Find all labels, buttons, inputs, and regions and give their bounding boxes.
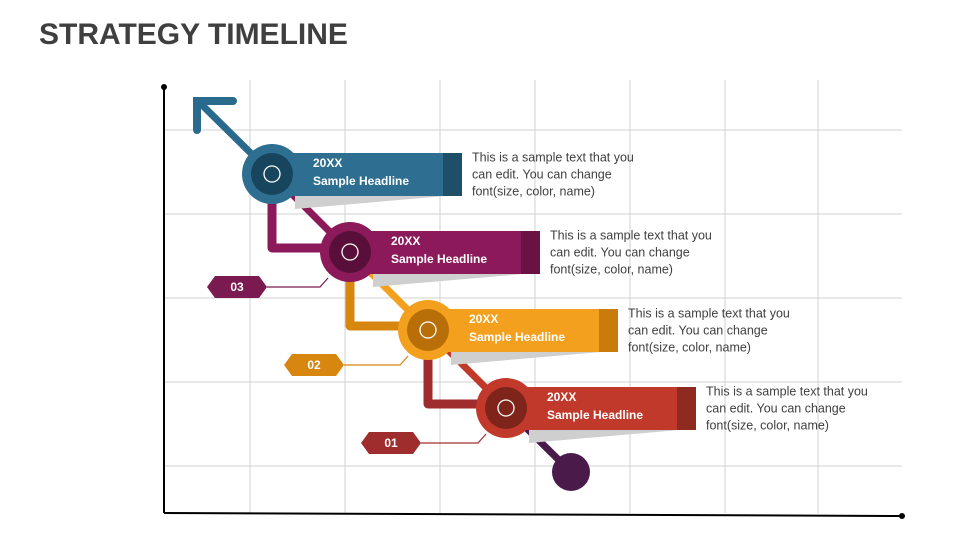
description: can edit. You can change	[706, 401, 846, 415]
step: 20XX Sample Headline This is a sample text…	[398, 300, 790, 365]
description: can edit. You can change	[472, 167, 612, 181]
badge-hex	[207, 276, 267, 298]
year: 20XX	[391, 234, 420, 248]
headline: Sample Headline	[313, 174, 409, 188]
headline: Sample Headline	[391, 252, 487, 266]
banner-shadow	[451, 352, 601, 365]
description: can edit. You can change	[628, 323, 768, 337]
banner	[285, 153, 462, 196]
step: 20XX Sample Headline This is a sample text…	[476, 378, 868, 443]
description: This is a sample text that you	[472, 150, 634, 164]
badge-label: 03	[230, 280, 244, 294]
node-icon	[497, 399, 515, 417]
node-inner	[251, 153, 293, 195]
year: 20XX	[469, 312, 498, 326]
badge-leader	[267, 277, 329, 288]
badge-hex	[361, 432, 421, 454]
node-icon	[263, 165, 281, 183]
banner-tail	[521, 231, 540, 274]
elbows	[267, 200, 481, 409]
year: 20XX	[547, 390, 576, 404]
badge-label: 02	[307, 358, 321, 372]
description: can edit. You can change	[550, 245, 690, 259]
banner-shadow	[295, 196, 445, 209]
title: STRATEGY TIMELINE	[39, 18, 348, 51]
badge: 01	[361, 432, 487, 454]
description: This is a sample text that you	[706, 384, 868, 398]
node-icon	[341, 243, 359, 261]
banner	[441, 309, 618, 352]
headline: Sample Headline	[547, 408, 643, 422]
axes	[161, 84, 905, 519]
badge-label: 01	[384, 436, 398, 450]
description: This is a sample text that you	[628, 306, 790, 320]
description: This is a sample text that you	[550, 228, 712, 242]
description: font(size, color, name)	[550, 262, 673, 276]
step: 20XX Sample Headline This is a sample text…	[242, 144, 634, 209]
badge-leader	[344, 355, 409, 366]
year: 20XX	[313, 156, 342, 170]
description: font(size, color, name)	[706, 418, 829, 432]
badge: 03	[207, 276, 329, 298]
badge-hex	[284, 354, 344, 376]
node-inner	[329, 231, 371, 273]
node-inner	[407, 309, 449, 351]
banner-tail	[599, 309, 618, 352]
node-inner	[485, 387, 527, 429]
banner-tail	[443, 153, 462, 196]
banner-shadow	[529, 430, 679, 443]
banner-tail	[677, 387, 696, 430]
badge: 02	[284, 354, 409, 376]
node-icon	[419, 321, 437, 339]
banner-shadow	[373, 274, 523, 287]
step: 20XX Sample Headline This is a sample text…	[320, 222, 712, 287]
grid	[164, 80, 902, 513]
badge-leader	[421, 433, 487, 444]
banner	[519, 387, 696, 430]
banner	[363, 231, 540, 274]
description: font(size, color, name)	[628, 340, 751, 354]
description: font(size, color, name)	[472, 184, 595, 198]
headline: Sample Headline	[469, 330, 565, 344]
